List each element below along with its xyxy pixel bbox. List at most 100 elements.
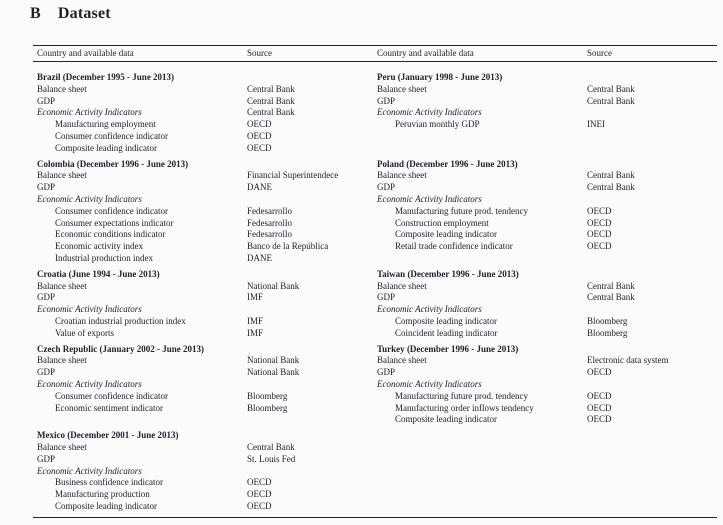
- data-source: Central Bank: [247, 83, 295, 94]
- data-row: Economic Activity Indicators: [377, 194, 717, 206]
- data-source: [587, 107, 717, 119]
- data-source: OECD: [587, 402, 612, 413]
- paper-page: B Dataset Country and available data Sour…: [0, 5, 723, 518]
- data-source: [247, 379, 375, 391]
- data-source: OECD: [587, 217, 612, 228]
- data-row: Value of exports IMF: [37, 328, 375, 340]
- data-row: GDP OECD: [377, 367, 717, 379]
- data-item-label: Consumer expectations indicator: [55, 217, 174, 228]
- data-source: OECD: [247, 500, 272, 511]
- data-item-label: Composite leading indicator: [55, 500, 157, 511]
- data-source: [587, 194, 717, 206]
- data-row: GDP DANE: [37, 182, 375, 194]
- section-number: B: [30, 5, 41, 22]
- data-item-label: Business confidence indicator: [55, 477, 163, 488]
- data-row: GDP National Bank: [37, 367, 375, 379]
- data-source: IMF: [247, 292, 264, 303]
- data-item-label: Coincident leading indicator: [395, 327, 498, 338]
- data-row: Economic Activity Indicators: [37, 194, 375, 206]
- data-row: Economic Activity Indicators: [377, 107, 717, 119]
- data-row: Croatian industrial production index IMF: [37, 316, 375, 328]
- data-source: Central Bank: [587, 182, 635, 193]
- data-item-label: Economic Activity Indicators: [377, 378, 482, 389]
- data-row: Manufacturing order inflows tendency OECD: [377, 403, 717, 415]
- data-row: Consumer expectations indicator Fedesarro…: [37, 218, 375, 230]
- data-item-label: Economic Activity Indicators: [37, 378, 142, 389]
- data-source: [587, 304, 717, 316]
- dataset-table: Country and available data Source Countr…: [33, 45, 717, 518]
- data-row: Peruvian monthly GDP INEI: [377, 119, 717, 131]
- country-period: (January 2002 - June 2013): [99, 343, 205, 354]
- column-header-source-left: Source: [247, 48, 272, 58]
- data-item-label: GDP: [37, 453, 56, 464]
- data-item-label: Balance sheet: [37, 355, 87, 366]
- country-period: (January 1998 - June 2013): [397, 72, 503, 82]
- data-row: Economic Activity Indicators: [377, 304, 717, 316]
- data-item-label: GDP: [37, 367, 56, 378]
- country-heading: Poland (December 1996 - June 2013): [377, 159, 717, 171]
- data-row: GDP Central Bank: [377, 182, 717, 194]
- data-item-label: Composite leading indicator: [395, 229, 497, 240]
- country-pair-row: Brazil (December 1995 - June 2013) Balanc…: [33, 72, 717, 155]
- right-country-block: Turkey (December 1996 - June 2013) Balanc…: [375, 344, 717, 427]
- data-source: DANE: [247, 252, 272, 263]
- data-source: Bloomberg: [587, 327, 628, 338]
- data-item-label: Retail trade confidence indicator: [395, 241, 513, 252]
- data-item-label: Peruvian monthly GDP: [395, 119, 480, 130]
- data-item-label: Composite leading indicator: [395, 315, 497, 326]
- data-item-label: Composite leading indicator: [395, 414, 497, 425]
- data-source: OECD: [587, 229, 612, 240]
- data-source: Bloomberg: [587, 315, 628, 326]
- data-item-label: Value of exports: [55, 327, 114, 338]
- data-item-label: Economic Activity Indicators: [37, 107, 142, 118]
- data-row: Coincident leading indicator Bloomberg: [377, 328, 717, 340]
- data-item-label: Consumer confidence indicator: [55, 390, 168, 401]
- data-item-label: Balance sheet: [37, 83, 87, 94]
- data-source: [247, 304, 375, 316]
- data-source: INEI: [587, 119, 605, 130]
- data-row: Manufacturing production OECD: [37, 489, 375, 501]
- country-period: (December 2001 - June 2013): [67, 430, 179, 441]
- country-heading: Brazil (December 1995 - June 2013): [37, 72, 375, 84]
- data-row: GDP Central Bank: [377, 292, 717, 304]
- data-row: Economic Activity Indicators: [377, 379, 717, 391]
- country-heading: Croatia (June 1994 - June 2013): [37, 269, 375, 281]
- data-row: GDP St. Louis Fed: [37, 454, 375, 466]
- data-row: Balance sheet Central Bank: [37, 84, 375, 96]
- data-item-label: Economic Activity Indicators: [37, 193, 142, 204]
- data-item-label: Economic Activity Indicators: [377, 107, 482, 118]
- data-item-label: Economic Activity Indicators: [377, 193, 482, 204]
- data-source: Bloomberg: [247, 402, 288, 413]
- data-source: Central Bank: [247, 441, 295, 452]
- country-heading: Czech Republic (January 2002 - June 2013…: [37, 344, 375, 356]
- data-row: Manufacturing employment OECD: [37, 119, 375, 131]
- data-row: Economic Activity Indicators: [37, 304, 375, 316]
- data-item-label: Manufacturing production: [55, 489, 150, 500]
- data-item-label: Balance sheet: [37, 280, 87, 291]
- data-source: Fedesarrollo: [247, 229, 292, 240]
- data-source: IMF: [247, 327, 264, 338]
- column-header-country-left: Country and available data: [37, 48, 134, 58]
- country-pair-row: Czech Republic (January 2002 - June 2013…: [33, 344, 717, 427]
- country-name: Mexico: [37, 430, 68, 441]
- data-item-label: Industrial production index: [55, 252, 153, 263]
- country-name: Turkey: [377, 343, 407, 354]
- data-item-label: Economic Activity Indicators: [37, 465, 142, 476]
- country-period: (December 1995 - June 2013): [62, 72, 175, 82]
- country-name: Brazil: [37, 72, 63, 82]
- section-heading: B Dataset: [30, 5, 723, 23]
- data-row: Composite leading indicator Bloomberg: [377, 316, 717, 328]
- data-source: Financial Superintendece: [247, 170, 339, 181]
- data-item-label: Economic activity index: [55, 241, 143, 252]
- data-item-label: Balance sheet: [377, 170, 427, 181]
- data-item-label: Manufacturing order inflows tendency: [395, 402, 534, 413]
- data-row: Retail trade confidence indicator OECD: [377, 241, 717, 253]
- data-source: Central Bank: [587, 95, 635, 106]
- data-row: GDP IMF: [37, 292, 375, 304]
- data-source: Banco de la República: [247, 241, 329, 252]
- data-source: OECD: [247, 489, 272, 500]
- data-item-label: Balance sheet: [377, 355, 427, 366]
- data-source: [587, 379, 717, 391]
- data-source: Fedesarrollo: [247, 217, 292, 228]
- data-row: Economic activity index Banco de la Repúb…: [37, 241, 375, 253]
